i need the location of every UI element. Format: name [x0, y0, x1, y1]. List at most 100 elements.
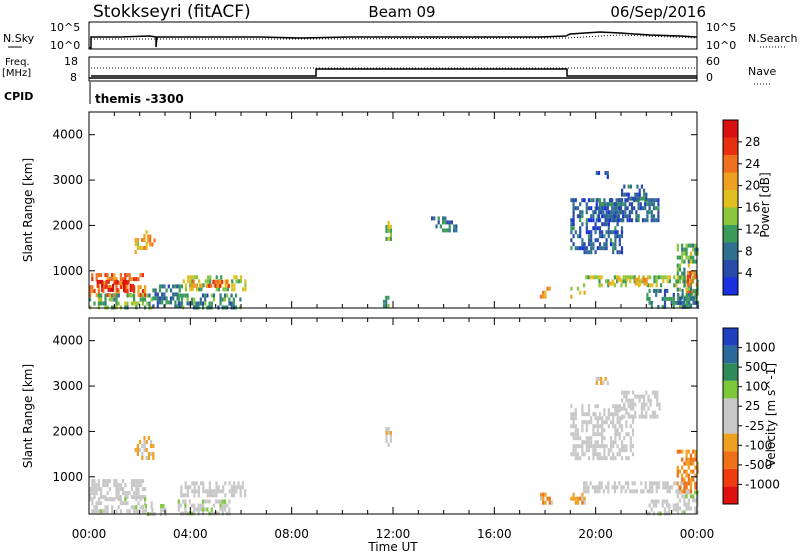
nsearch-tick-bottom: 10^0	[706, 39, 736, 52]
colorbar-segment	[723, 120, 738, 138]
data-cell	[626, 218, 629, 223]
data-cell	[539, 294, 543, 299]
data-cell	[644, 202, 647, 207]
data-cell	[137, 487, 140, 492]
data-cell	[681, 247, 684, 252]
data-cell	[210, 293, 213, 298]
data-cell	[618, 424, 621, 429]
data-cell	[604, 206, 607, 211]
data-cell	[95, 505, 98, 510]
data-cell	[570, 230, 573, 235]
data-cell	[609, 238, 613, 243]
data-cell	[650, 507, 653, 512]
data-cell	[646, 210, 649, 215]
data-cell	[689, 506, 693, 511]
data-cell	[619, 210, 623, 215]
data-cell	[387, 303, 390, 308]
data-cell	[137, 289, 140, 294]
data-cell	[211, 489, 214, 494]
data-cell	[658, 406, 661, 411]
data-cell	[97, 293, 100, 298]
data-cell	[583, 198, 586, 203]
data-cell	[163, 284, 166, 289]
data-cell	[609, 436, 613, 441]
colorbar-segment	[723, 416, 738, 434]
data-cell	[627, 414, 630, 419]
data-cell	[601, 436, 604, 441]
data-cell	[657, 485, 660, 490]
colorbar-segment	[723, 380, 738, 399]
data-cell	[629, 184, 632, 189]
data-cell	[144, 508, 147, 512]
data-cell	[167, 284, 170, 289]
nave-tick-top: 60	[706, 55, 720, 68]
y-tick-label: 2000	[52, 424, 83, 438]
data-cell	[109, 287, 112, 292]
data-cell	[636, 184, 639, 189]
data-cell	[676, 481, 679, 486]
data-cell	[650, 499, 653, 504]
data-cell	[387, 224, 390, 229]
data-cell	[689, 255, 693, 260]
data-cell	[629, 489, 632, 494]
data-cell	[612, 452, 615, 457]
data-cell	[91, 487, 94, 492]
data-cell	[692, 288, 695, 293]
data-cell	[612, 440, 615, 445]
data-cell	[661, 296, 664, 301]
data-cell	[186, 293, 189, 298]
freq-tick-top: 18	[64, 55, 78, 68]
data-cell	[124, 301, 127, 306]
data-cell	[201, 293, 205, 298]
data-cell	[542, 492, 545, 497]
data-cell	[235, 279, 238, 284]
data-cell	[603, 412, 606, 417]
data-cell	[574, 444, 577, 449]
data-cell	[692, 275, 695, 280]
y-tick-label: 2000	[52, 218, 83, 232]
data-cell	[174, 300, 177, 305]
data-cell	[683, 489, 686, 494]
data-cell	[139, 285, 142, 290]
data-cell	[688, 300, 691, 305]
data-cell	[681, 477, 684, 482]
data-cell	[574, 416, 577, 421]
data-cell	[576, 206, 580, 211]
data-cell	[683, 283, 686, 288]
data-cell	[633, 206, 636, 211]
data-cell	[576, 496, 580, 501]
data-cell	[672, 503, 675, 508]
data-cell	[193, 503, 196, 508]
data-cell	[574, 198, 577, 203]
data-cell	[650, 210, 653, 215]
data-cell	[115, 297, 118, 302]
data-cell	[618, 408, 621, 413]
data-cell	[605, 416, 608, 421]
data-cell	[209, 279, 212, 284]
data-cell	[108, 297, 111, 302]
data-cell	[652, 499, 656, 504]
data-cell	[595, 171, 598, 175]
data-cell	[106, 277, 109, 282]
data-cell	[152, 296, 155, 301]
data-cell	[186, 493, 189, 498]
data-cell	[694, 506, 697, 511]
data-cell	[615, 206, 618, 211]
data-cell	[664, 481, 667, 486]
data-cell	[387, 426, 390, 431]
data-cell	[101, 287, 104, 292]
data-cell	[572, 242, 575, 247]
data-cell	[439, 224, 442, 229]
data-cell	[201, 503, 205, 508]
data-cell	[223, 499, 227, 504]
data-cell	[640, 406, 643, 411]
data-cell	[201, 499, 205, 504]
data-cell	[572, 210, 575, 215]
data-cell	[122, 501, 125, 506]
data-cell	[95, 491, 98, 496]
data-cell	[583, 496, 586, 501]
data-cell	[587, 250, 591, 255]
data-cell	[631, 489, 634, 494]
data-cell	[691, 290, 694, 295]
data-cell	[651, 283, 654, 288]
